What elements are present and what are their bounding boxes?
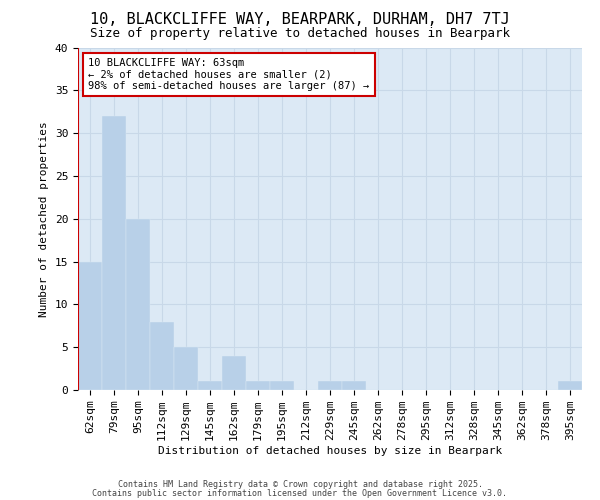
- Bar: [270, 382, 294, 390]
- Bar: [150, 322, 174, 390]
- Bar: [126, 219, 150, 390]
- Text: 10 BLACKCLIFFE WAY: 63sqm
← 2% of detached houses are smaller (2)
98% of semi-de: 10 BLACKCLIFFE WAY: 63sqm ← 2% of detach…: [88, 58, 370, 91]
- Bar: [246, 382, 270, 390]
- Y-axis label: Number of detached properties: Number of detached properties: [39, 121, 49, 316]
- Bar: [102, 116, 126, 390]
- Text: Contains public sector information licensed under the Open Government Licence v3: Contains public sector information licen…: [92, 488, 508, 498]
- X-axis label: Distribution of detached houses by size in Bearpark: Distribution of detached houses by size …: [158, 446, 502, 456]
- Bar: [198, 382, 222, 390]
- Bar: [342, 382, 366, 390]
- Text: Size of property relative to detached houses in Bearpark: Size of property relative to detached ho…: [90, 28, 510, 40]
- Text: Contains HM Land Registry data © Crown copyright and database right 2025.: Contains HM Land Registry data © Crown c…: [118, 480, 482, 489]
- Bar: [318, 382, 342, 390]
- Bar: [174, 347, 198, 390]
- Bar: [78, 262, 102, 390]
- Bar: [558, 382, 582, 390]
- Text: 10, BLACKCLIFFE WAY, BEARPARK, DURHAM, DH7 7TJ: 10, BLACKCLIFFE WAY, BEARPARK, DURHAM, D…: [90, 12, 510, 28]
- Bar: [222, 356, 246, 390]
